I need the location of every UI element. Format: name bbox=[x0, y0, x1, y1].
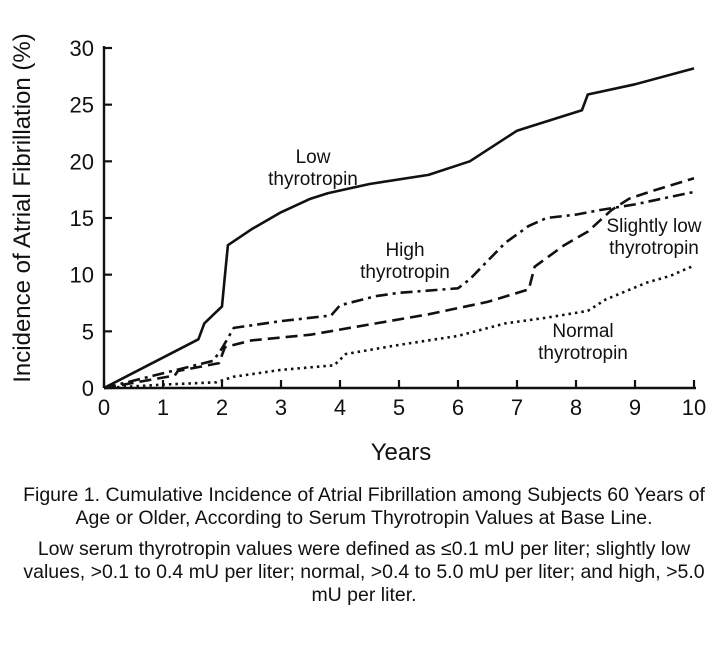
series-line-high-thyrotropin bbox=[103, 190, 695, 390]
series-label-low-thyrotropin: Low thyrotropin bbox=[268, 147, 358, 190]
x-tick-label-9: 9 bbox=[629, 395, 641, 420]
series-line-slightly-low-thyrotropin bbox=[103, 177, 695, 390]
y-ticks: 0 5 10 15 20 25 30 bbox=[70, 36, 112, 401]
x-tick-label-3: 3 bbox=[275, 395, 287, 420]
caption-title: Figure 1. Cumulative Incidence of Atrial… bbox=[23, 484, 705, 529]
caption-note: Low serum thyrotropin values were define… bbox=[23, 538, 705, 606]
y-tick-label-25: 25 bbox=[70, 93, 94, 118]
series-line-low-thyrotropin bbox=[103, 67, 695, 390]
x-tick-label-6: 6 bbox=[452, 395, 464, 420]
x-tick-label-1: 1 bbox=[157, 395, 169, 420]
series-label-high-thyrotropin: High thyrotropin bbox=[360, 240, 450, 283]
x-tick-label-0: 0 bbox=[98, 395, 110, 420]
series-label-normal-thyrotropin: Normal thyrotropin bbox=[538, 321, 628, 364]
x-tick-label-4: 4 bbox=[334, 395, 346, 420]
y-tick-label-15: 15 bbox=[70, 206, 94, 231]
series-line-normal-thyrotropin bbox=[103, 264, 695, 390]
x-tick-label-8: 8 bbox=[570, 395, 582, 420]
line-chart: 0 1 2 3 4 5 6 7 8 9 10 0 5 10 15 20 25 30 Low thyrotropin… bbox=[9, 33, 706, 466]
series-layer bbox=[103, 67, 695, 390]
x-tick-label-2: 2 bbox=[216, 395, 228, 420]
series-labels: Low thyrotropin High thyrotropin Slightly lo… bbox=[268, 147, 702, 364]
series-label-slightly-low-thyrotropin: Slightly low thyrotropin bbox=[606, 216, 701, 259]
y-tick-label-5: 5 bbox=[82, 319, 94, 344]
x-tick-label-7: 7 bbox=[511, 395, 523, 420]
figure-caption: Figure 1. Cumulative Incidence of Atrial… bbox=[8, 484, 720, 607]
x-axis-title: Years bbox=[371, 439, 432, 466]
x-tick-label-5: 5 bbox=[393, 395, 405, 420]
y-tick-label-30: 30 bbox=[70, 36, 94, 61]
y-tick-label-0: 0 bbox=[82, 376, 94, 401]
y-tick-label-10: 10 bbox=[70, 263, 94, 288]
y-axis-title: Incidence of Atrial Fibrillation (%) bbox=[9, 33, 36, 382]
x-tick-label-10: 10 bbox=[682, 395, 706, 420]
x-ticks: 0 1 2 3 4 5 6 7 8 9 10 bbox=[98, 380, 706, 420]
y-tick-label-20: 20 bbox=[70, 149, 94, 174]
